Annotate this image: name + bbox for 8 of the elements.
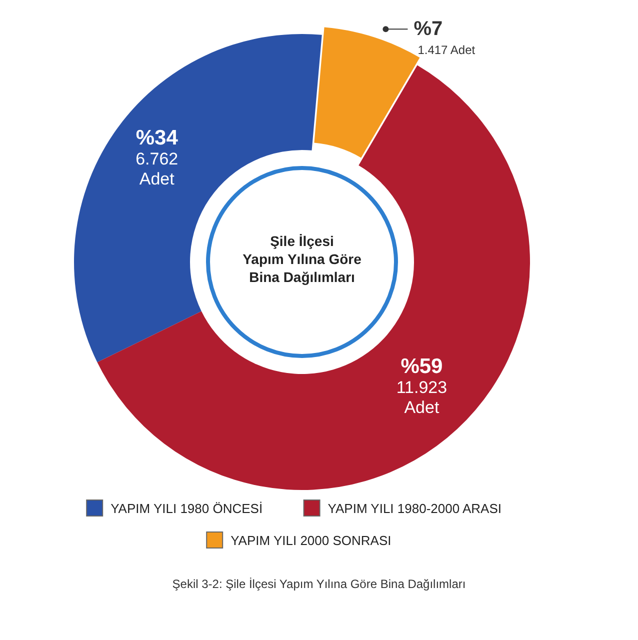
data-label: %34 6.762 Adet: [136, 126, 178, 188]
legend-label: YAPIM YILI 2000 SONRASI: [230, 533, 392, 548]
text: Şile İlçesi Yapım Yılına Göre Bina Dağılımları: [242, 233, 362, 285]
data-label: %7 1.417 Adet: [414, 18, 476, 58]
data-label: %59 11.923 Adet: [396, 355, 448, 418]
legend-label: YAPIM YILI 1980-2000 ARASI: [328, 501, 502, 516]
text: Şekil 3-2: Şile İlçesi Yapım Yılına Göre Bina Dağılımları: [172, 577, 466, 591]
legend-label: YAPIM YILI 1980 ÖNCESİ: [110, 501, 263, 516]
